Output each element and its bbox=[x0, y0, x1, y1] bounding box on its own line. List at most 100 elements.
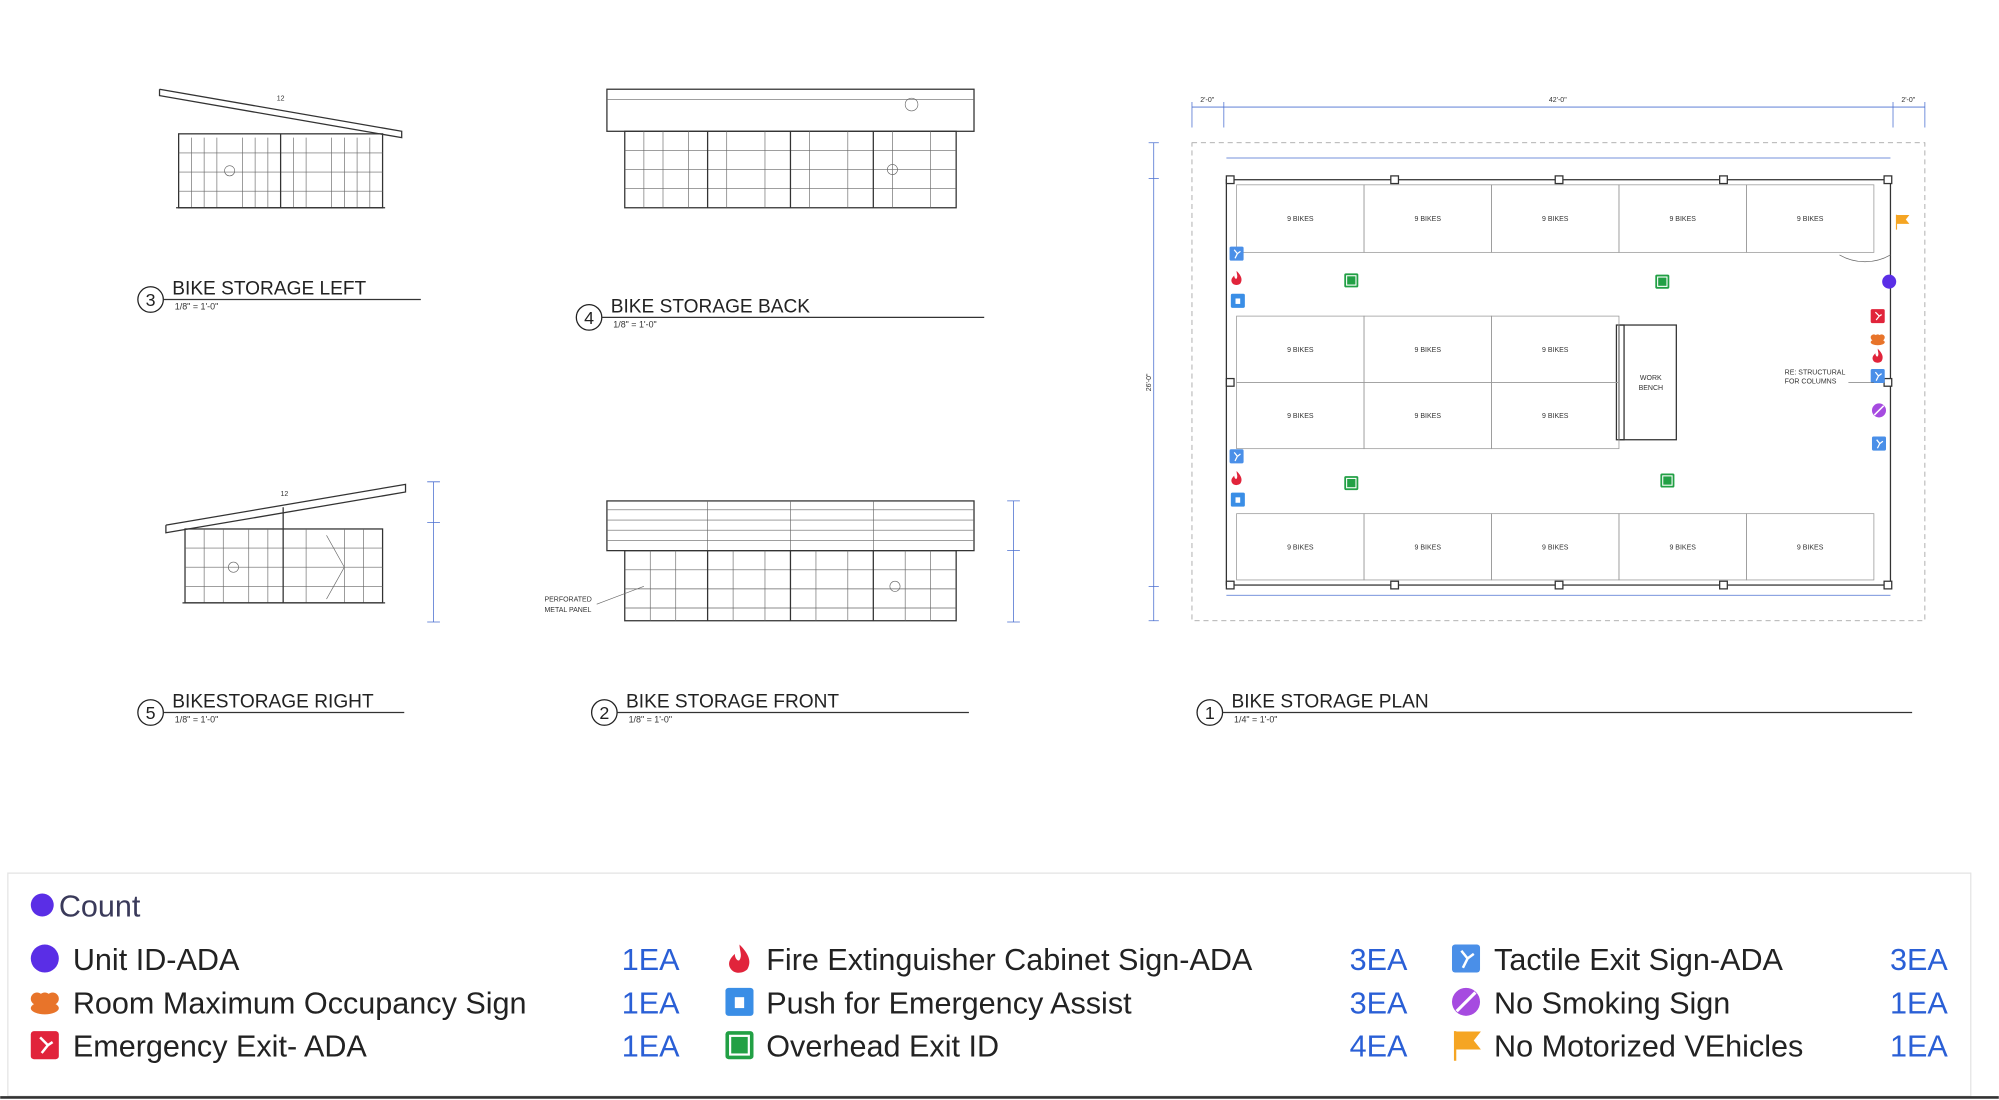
legend-name: Unit ID-ADA bbox=[73, 943, 240, 977]
sign-icon bbox=[1871, 436, 1887, 451]
legend-count: 3EA bbox=[1350, 943, 1408, 977]
sign-icon bbox=[1660, 473, 1675, 488]
drawing-title: BIKE STORAGE PLAN bbox=[1231, 691, 1428, 712]
sign-icon bbox=[725, 987, 754, 1016]
sign-icon bbox=[1451, 987, 1481, 1016]
dimension: 2'-0" bbox=[1200, 97, 1214, 104]
sign-icon bbox=[1344, 476, 1359, 491]
icon-glyph bbox=[1657, 276, 1668, 287]
icon-glyph bbox=[1235, 298, 1241, 304]
drawing-scale: 1/8" = 1'-0" bbox=[175, 302, 218, 312]
icon-bg bbox=[1344, 273, 1359, 288]
bay-label: 9 BIKES bbox=[1542, 347, 1569, 354]
sign-icon bbox=[1231, 270, 1242, 285]
drawing-scale: 1/8" = 1'-0" bbox=[629, 715, 672, 725]
legend-name: Emergency Exit- ADA bbox=[73, 1030, 368, 1064]
icon-bg bbox=[729, 944, 750, 973]
icon-bg bbox=[30, 1001, 59, 1015]
legend-box bbox=[7, 872, 1972, 1097]
legend-count: 1EA bbox=[622, 1030, 680, 1064]
icon-glyph bbox=[1460, 949, 1475, 969]
dimension: 2'-0" bbox=[1901, 97, 1915, 104]
legend-name: No Motorized VEhicles bbox=[1494, 1030, 1803, 1064]
column bbox=[1719, 580, 1728, 590]
bike-bay bbox=[1746, 184, 1875, 253]
icon-bg bbox=[1870, 339, 1885, 346]
sign-icon bbox=[729, 944, 750, 973]
sign-icon bbox=[30, 1031, 59, 1060]
icon-bg bbox=[1895, 214, 1910, 230]
icon-glyph bbox=[1873, 405, 1885, 416]
icon-glyph bbox=[1874, 371, 1882, 381]
icon-glyph bbox=[1346, 477, 1357, 489]
sign-icon bbox=[1871, 403, 1887, 418]
icon-glyph bbox=[1662, 475, 1673, 486]
icon-bg bbox=[30, 944, 59, 973]
drawing-scale: 1/8" = 1'-0" bbox=[175, 715, 218, 725]
sign-icon bbox=[1655, 274, 1670, 289]
dimension: 26'-0" bbox=[1146, 373, 1153, 391]
column bbox=[1225, 175, 1235, 185]
note: RE: STRUCTURAL bbox=[1785, 370, 1846, 377]
sign-icon bbox=[1230, 293, 1245, 308]
sign-icon bbox=[1229, 246, 1244, 261]
drawing-scale: 1/4" = 1'-0" bbox=[1234, 715, 1277, 725]
elevation-back bbox=[606, 88, 975, 209]
icon-bg bbox=[1231, 470, 1242, 486]
drawing-number: 2 bbox=[599, 703, 609, 723]
icon-glyph bbox=[1455, 991, 1477, 1013]
bay-label: 9 BIKES bbox=[1287, 544, 1314, 551]
sign-icon bbox=[30, 992, 59, 1015]
sign-icon bbox=[1229, 449, 1244, 464]
bay-label: 9 BIKES bbox=[1287, 347, 1314, 354]
bay-label: 9 BIKES bbox=[1542, 544, 1569, 551]
bay-label: 9 BIKES bbox=[1415, 347, 1442, 354]
sign-icon bbox=[1230, 492, 1245, 507]
note: BENCH bbox=[1639, 385, 1664, 392]
column bbox=[1225, 377, 1235, 387]
bay-label: 9 BIKES bbox=[1797, 544, 1824, 551]
column bbox=[1390, 580, 1400, 590]
note: WORK bbox=[1640, 375, 1662, 382]
sign-icon bbox=[1895, 214, 1910, 230]
roof-pitch: 12 bbox=[277, 96, 285, 103]
legend-title: Count bbox=[59, 889, 141, 923]
column bbox=[1554, 580, 1564, 590]
legend-name: Tactile Exit Sign-ADA bbox=[1494, 943, 1783, 977]
column bbox=[1390, 175, 1400, 185]
sign-icon bbox=[1872, 348, 1883, 363]
icon-glyph bbox=[1876, 439, 1884, 449]
bay-label: 9 BIKES bbox=[1287, 216, 1314, 223]
sign-icon bbox=[1231, 470, 1242, 486]
drawing-number: 4 bbox=[584, 308, 594, 328]
bike-bay bbox=[1746, 513, 1875, 581]
sign-icon bbox=[1453, 1031, 1481, 1061]
icon-bg bbox=[46, 992, 59, 1005]
icon-glyph bbox=[1874, 311, 1882, 321]
icon-bg bbox=[1655, 274, 1670, 289]
roof-pitch: 12 bbox=[281, 491, 289, 498]
legend-count: 1EA bbox=[1890, 986, 1948, 1020]
sign-icon bbox=[1870, 369, 1885, 384]
drawing-scale: 1/8" = 1'-0" bbox=[613, 320, 656, 330]
legend-count: 1EA bbox=[1890, 1030, 1948, 1064]
icon-glyph bbox=[734, 997, 745, 1009]
bay-label: 9 BIKES bbox=[1542, 216, 1569, 223]
sign-icon bbox=[1882, 274, 1897, 289]
icon-glyph bbox=[1233, 452, 1241, 462]
icon-glyph bbox=[1346, 275, 1357, 286]
legend-name: Overhead Exit ID bbox=[766, 1030, 999, 1064]
sign-icon bbox=[1870, 334, 1885, 346]
column bbox=[1883, 175, 1893, 185]
icon-glyph bbox=[39, 1036, 54, 1054]
column bbox=[1225, 580, 1235, 590]
legend-count: 1EA bbox=[622, 986, 680, 1020]
bay-label: 9 BIKES bbox=[1415, 216, 1442, 223]
drawing-number: 1 bbox=[1205, 703, 1215, 723]
icon-bg bbox=[1882, 274, 1897, 289]
legend-count: 3EA bbox=[1890, 943, 1948, 977]
drawing-title: BIKE STORAGE LEFT bbox=[172, 278, 366, 299]
bay-label: 9 BIKES bbox=[1797, 216, 1824, 223]
